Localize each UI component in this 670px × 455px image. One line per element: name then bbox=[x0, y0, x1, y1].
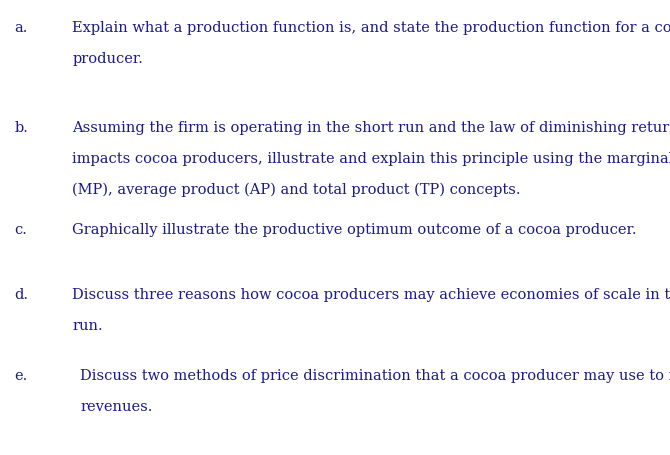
Text: a.: a. bbox=[15, 20, 28, 35]
Text: Assuming the firm is operating in the short run and the law of diminishing retur: Assuming the firm is operating in the sh… bbox=[72, 121, 670, 135]
Text: (MP), average product (AP) and total product (TP) concepts.: (MP), average product (AP) and total pro… bbox=[72, 182, 521, 197]
Text: Discuss three reasons how cocoa producers may achieve economies of scale in the : Discuss three reasons how cocoa producer… bbox=[72, 288, 670, 302]
Text: Discuss two methods of price discrimination that a cocoa producer may use to inc: Discuss two methods of price discriminat… bbox=[80, 369, 670, 383]
Text: d.: d. bbox=[15, 288, 29, 302]
Text: e.: e. bbox=[15, 369, 28, 383]
Text: Explain what a production function is, and state the production function for a c: Explain what a production function is, a… bbox=[72, 20, 670, 35]
Text: b.: b. bbox=[15, 121, 29, 135]
Text: run.: run. bbox=[72, 318, 103, 333]
Text: revenues.: revenues. bbox=[80, 399, 153, 414]
Text: impacts cocoa producers, illustrate and explain this principle using the margina: impacts cocoa producers, illustrate and … bbox=[72, 152, 670, 166]
Text: Graphically illustrate the productive optimum outcome of a cocoa producer.: Graphically illustrate the productive op… bbox=[72, 223, 637, 237]
Text: c.: c. bbox=[15, 223, 27, 237]
Text: producer.: producer. bbox=[72, 51, 143, 66]
